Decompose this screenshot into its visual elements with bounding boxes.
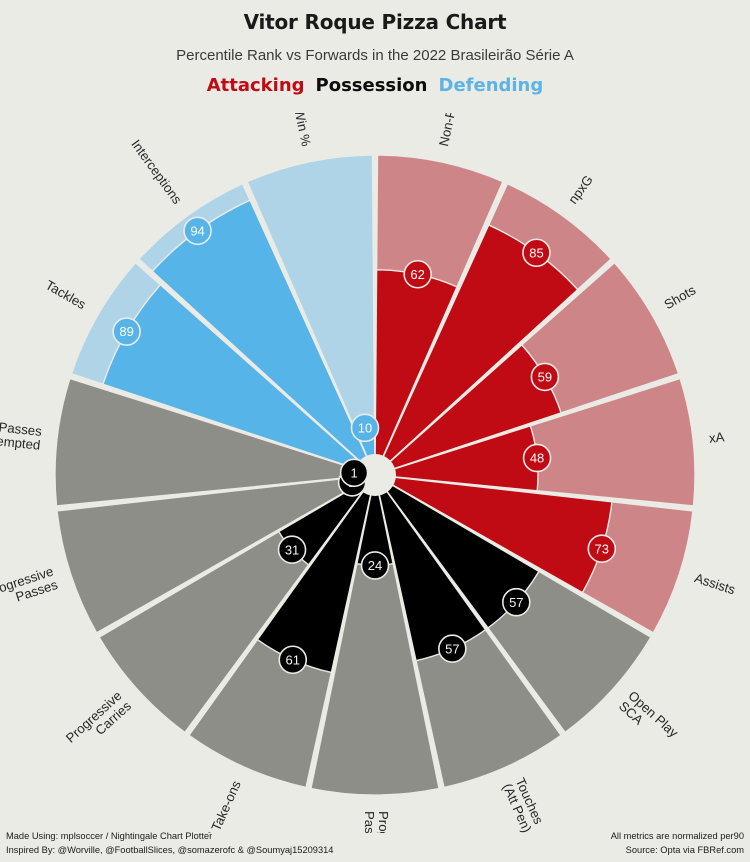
pizza-slice-value-badge: 31 [277, 535, 307, 564]
legend-item-possession: Possession [315, 75, 428, 96]
pizza-chart-svg: 6285594873575724613121899410Non-Penalty … [0, 113, 738, 833]
footer-inspired-by: Inspired By: @Worville, @FootballSlices,… [6, 844, 334, 855]
pizza-slice-value-badge: 62 [403, 259, 432, 289]
value-badge-circle [183, 216, 212, 246]
value-badge-text: 73 [595, 541, 609, 556]
pizza-slice-label: xA [708, 430, 725, 447]
value-badge-text: 48 [530, 451, 544, 466]
chart-header: Vitor Roque Pizza Chart Percentile Rank … [0, 0, 750, 96]
value-badge-text: 57 [509, 595, 523, 610]
pizza-chart: 6285594873575724613121899410Non-Penalty … [0, 113, 750, 833]
footer-data-source: Source: Opta via FBRef.com [625, 844, 744, 855]
pizza-slice-value-badge: 24 [360, 551, 390, 580]
footer-normalization-note: All metrics are normalized per90 [610, 831, 744, 842]
legend-item-defending: Defending [438, 75, 544, 96]
pizza-slice-label: ProgressiveCarries [63, 688, 134, 756]
value-badge-circle [587, 534, 617, 563]
pizza-slice-label: Touches(Att Pen) [499, 776, 547, 833]
pizza-slice-label: npxG [566, 173, 597, 207]
pizza-slice-value-badge: 94 [183, 216, 212, 246]
pizza-slice-label: Assists [693, 571, 738, 598]
value-badge-circle [522, 443, 552, 473]
value-badge-text: 57 [445, 641, 459, 656]
pizza-slice-label: Non-Penalty Goals [437, 113, 475, 148]
pizza-slice-value-badge: 89 [112, 317, 141, 346]
pizza-slice-value-badge: 48 [522, 443, 552, 473]
value-badge-text: 10 [358, 420, 372, 435]
chart-legend: Attacking Possession Defending [0, 64, 750, 96]
pizza-slice-value-badge: 57 [438, 634, 467, 664]
chart-subtitle: Percentile Rank vs Forwards in the 2022 … [176, 47, 574, 64]
value-badge-circle [530, 362, 560, 392]
pizza-slice-label: Aerial Win % [283, 113, 313, 148]
value-badge-circle [438, 634, 467, 664]
value-badge-text: 62 [410, 267, 424, 282]
value-badge-circle [339, 458, 369, 488]
value-badge-text: 59 [538, 370, 552, 385]
value-badge-circle [360, 551, 390, 580]
pizza-slice-value-badge: 73 [587, 534, 617, 563]
value-badge-circle [501, 587, 531, 617]
value-badge-text: 24 [368, 558, 382, 573]
footer-made-using: Made Using: mplsoccer / Nightingale Char… [6, 831, 213, 842]
pizza-slice-value-badge: 61 [278, 645, 308, 675]
value-badge-circle [403, 259, 432, 289]
value-badge-circle [278, 645, 308, 675]
value-badge-circle [112, 317, 141, 346]
pizza-slice-label: Shots [662, 283, 699, 313]
pizza-slice-label: Tackles [43, 278, 89, 313]
value-badge-text: 89 [119, 324, 133, 339]
footer-credits: Made Using: mplsoccer / Nightingale Char… [6, 830, 333, 857]
pizza-slice-value-badge: 57 [501, 587, 531, 617]
value-badge-text: 31 [285, 542, 299, 557]
chart-footer: Made Using: mplsoccer / Nightingale Char… [0, 828, 750, 862]
value-badge-circle [522, 238, 551, 268]
pizza-slice-value-badge: 59 [530, 362, 560, 392]
pizza-slice-label: Interceptions [128, 137, 185, 207]
pizza-slice-value-badge: 10 [350, 413, 380, 443]
page-title: Vitor Roque Pizza Chart [243, 10, 507, 34]
pizza-slice-label: PassesAttempted [0, 418, 43, 453]
value-badge-text: 85 [529, 245, 543, 260]
value-badge-circle [277, 535, 307, 564]
pizza-slice-value-badge: 85 [522, 238, 551, 268]
pizza-slice-label: Open PlaySCA [616, 688, 681, 751]
pizza-slice-label: ProgressivePasses [0, 564, 60, 613]
pizza-slice-label: ProgressivePasses Received [362, 811, 391, 833]
value-badge-circle [350, 413, 380, 443]
value-badge-text: 1 [350, 465, 357, 480]
pizza-slice-label: Successful Take-ons [181, 778, 244, 833]
value-badge-text: 94 [190, 223, 204, 238]
pizza-slice-value-badge: 1 [339, 458, 369, 488]
legend-item-attacking: Attacking [206, 75, 305, 96]
footer-source: All metrics are normalized per90 Source:… [611, 830, 744, 857]
value-badge-text: 61 [286, 652, 300, 667]
